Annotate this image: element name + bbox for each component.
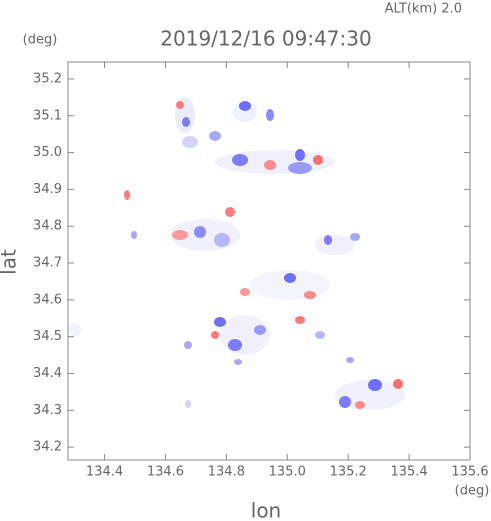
x-unit: (deg) <box>455 484 490 499</box>
echoes <box>69 97 405 410</box>
y-tick-label: 34.5 <box>33 329 62 344</box>
y-tick-label: 34.2 <box>33 440 62 455</box>
x-axis-label: lon <box>251 499 281 521</box>
x-tick-label: 134.8 <box>208 465 245 480</box>
y-tick-label: 34.3 <box>33 403 62 418</box>
y-tick-label: 35.0 <box>33 145 62 160</box>
y-tick-label: 34.9 <box>33 182 62 197</box>
y-axis-label: lat <box>0 249 21 275</box>
plot-frame <box>67 61 471 461</box>
x-tick-label: 135.6 <box>451 465 488 480</box>
chart-title: 2019/12/16 09:47:30 <box>160 27 371 51</box>
altitude-label: ALT(km) 2.0 <box>385 2 462 17</box>
y-tick-label: 34.7 <box>33 256 62 271</box>
x-tick-label: 135.2 <box>330 465 367 480</box>
y-tick-label: 35.1 <box>33 108 62 123</box>
x-tick-label: 135.4 <box>390 465 427 480</box>
y-tick-label: 34.8 <box>33 219 62 234</box>
x-tick-label: 134.6 <box>147 465 184 480</box>
y-tick-label: 34.6 <box>33 292 62 307</box>
y-tick-label: 35.2 <box>33 71 62 86</box>
y-unit: (deg) <box>23 33 58 48</box>
x-tick-label: 135.0 <box>269 465 306 480</box>
y-tick-label: 34.4 <box>33 366 62 381</box>
x-tick-label: 134.4 <box>86 465 123 480</box>
